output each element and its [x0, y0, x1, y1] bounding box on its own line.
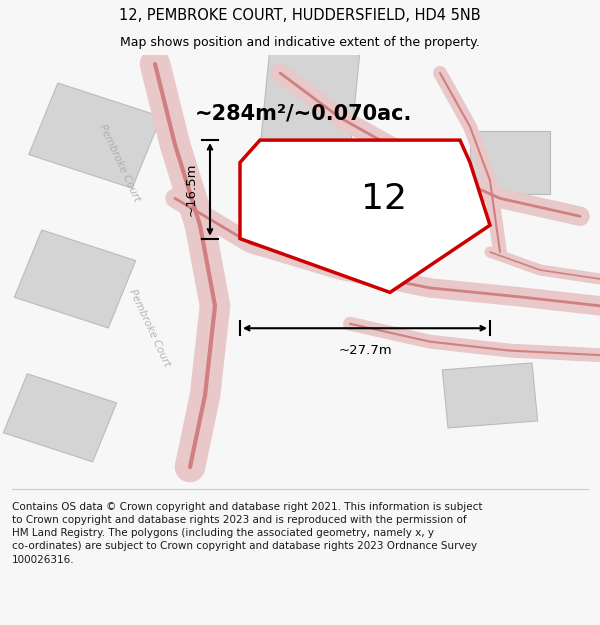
- Bar: [4, 374, 116, 462]
- Text: 12, PEMBROKE COURT, HUDDERSFIELD, HD4 5NB: 12, PEMBROKE COURT, HUDDERSFIELD, HD4 5N…: [119, 8, 481, 23]
- Text: Contains OS data © Crown copyright and database right 2021. This information is : Contains OS data © Crown copyright and d…: [12, 502, 482, 564]
- Bar: [260, 42, 360, 157]
- Text: ~284m²/~0.070ac.: ~284m²/~0.070ac.: [195, 103, 412, 123]
- Polygon shape: [240, 140, 490, 292]
- Text: 12: 12: [361, 182, 407, 216]
- Text: ~16.5m: ~16.5m: [185, 162, 198, 216]
- Bar: [470, 131, 550, 194]
- Text: Map shows position and indicative extent of the property.: Map shows position and indicative extent…: [120, 36, 480, 49]
- Text: Pembroke Court: Pembroke Court: [98, 122, 142, 202]
- Bar: [29, 83, 161, 188]
- Bar: [442, 363, 538, 428]
- Bar: [14, 230, 136, 328]
- Text: Pembroke Court: Pembroke Court: [128, 288, 172, 369]
- Bar: [296, 149, 443, 266]
- Text: ~27.7m: ~27.7m: [338, 344, 392, 357]
